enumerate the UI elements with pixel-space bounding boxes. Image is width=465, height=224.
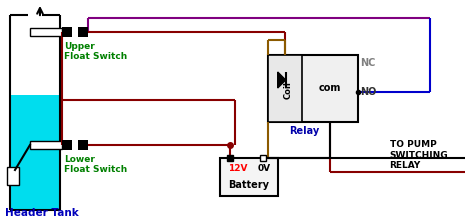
Text: Lower
Float Switch: Lower Float Switch xyxy=(64,155,127,174)
Text: 0V: 0V xyxy=(258,164,271,173)
Polygon shape xyxy=(278,72,286,88)
Bar xyxy=(78,27,88,37)
Bar xyxy=(30,141,62,149)
Text: 12V: 12V xyxy=(228,164,247,173)
Bar xyxy=(62,27,72,37)
Text: Header Tank: Header Tank xyxy=(5,208,79,218)
Text: Coil: Coil xyxy=(283,81,292,99)
Bar xyxy=(220,158,278,196)
Text: NO: NO xyxy=(361,87,377,97)
Bar xyxy=(7,167,19,185)
Bar xyxy=(78,140,88,150)
Bar xyxy=(268,55,358,122)
Bar xyxy=(268,55,302,122)
Bar xyxy=(62,140,72,150)
Text: Relay: Relay xyxy=(290,126,320,136)
Bar xyxy=(11,95,59,210)
Text: Battery: Battery xyxy=(228,180,269,190)
Text: TO PUMP
SWITCHING
RELAY: TO PUMP SWITCHING RELAY xyxy=(390,140,448,170)
Text: Upper
Float Switch: Upper Float Switch xyxy=(64,42,127,61)
Text: com: com xyxy=(319,83,341,93)
Bar xyxy=(30,28,62,36)
Text: NC: NC xyxy=(361,58,376,68)
